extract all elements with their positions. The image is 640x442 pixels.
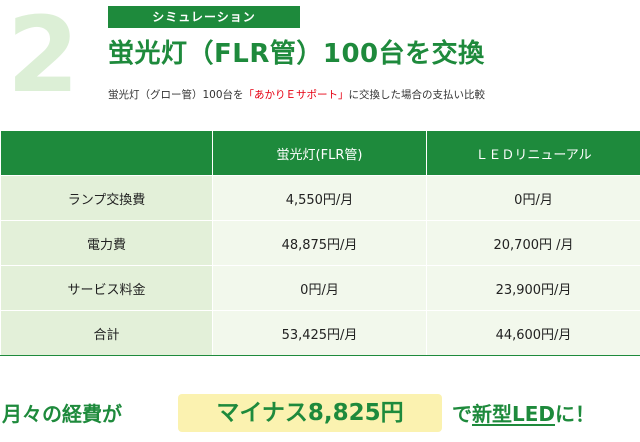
subtitle-prefix: 蛍光灯（グロー管）100台を [108,89,244,101]
led-value: 0円/月 [426,175,640,221]
header-fluorescent: 蛍光灯(FLR管) [212,130,427,176]
simulation-tag: シミュレーション [108,6,300,28]
row-label: 電力費 [0,220,213,266]
fluorescent-value: 48,875円/月 [212,220,427,266]
cost-comparison-table: 蛍光灯(FLR管) ＬＥＤリニューアル ランプ交換費 4,550円/月 0円/月… [0,130,640,356]
led-value: 23,900円/月 [426,265,640,311]
page-title: 蛍光灯（FLR管）100台を交換 [108,39,485,69]
banner-tail-text: で新型LEDに！ [452,398,595,430]
table-row: ランプ交換費 4,550円/月 0円/月 [0,175,640,221]
subtitle-service-name: 「あかりＥサポート」 [243,89,349,101]
banner-new-led: 新型LED [472,402,556,426]
row-label: サービス料金 [0,265,213,311]
banner-tail-suffix: に！ [555,402,596,426]
banner-tail-prefix: で [452,402,472,426]
step-number: 2 [6,0,80,116]
savings-banner: 月々の経費が マイナス8,825円 で新型LEDに！ [0,392,640,436]
table-row: 合計 53,425円/月 44,600円/月 [0,310,640,356]
page-subtitle: 蛍光灯（グロー管）100台を「あかりＥサポート」に交換した場合の支払い比較 [108,86,485,104]
table-row: 電力費 48,875円/月 20,700円 /月 [0,220,640,266]
row-label: 合計 [0,310,213,356]
row-label: ランプ交換費 [0,175,213,221]
header-led: ＬＥＤリニューアル [426,130,640,176]
banner-lead-text: 月々の経費が [2,402,122,426]
led-value: 20,700円 /月 [426,220,640,266]
savings-amount: マイナス8,825円 [178,394,442,432]
fluorescent-value: 0円/月 [212,265,427,311]
table-header-row: 蛍光灯(FLR管) ＬＥＤリニューアル [0,130,640,176]
table-row: サービス料金 0円/月 23,900円/月 [0,265,640,311]
subtitle-suffix: に交換した場合の支払い比較 [348,89,486,101]
led-value: 44,600円/月 [426,310,640,356]
header-empty [0,130,213,176]
fluorescent-value: 4,550円/月 [212,175,427,221]
fluorescent-value: 53,425円/月 [212,310,427,356]
